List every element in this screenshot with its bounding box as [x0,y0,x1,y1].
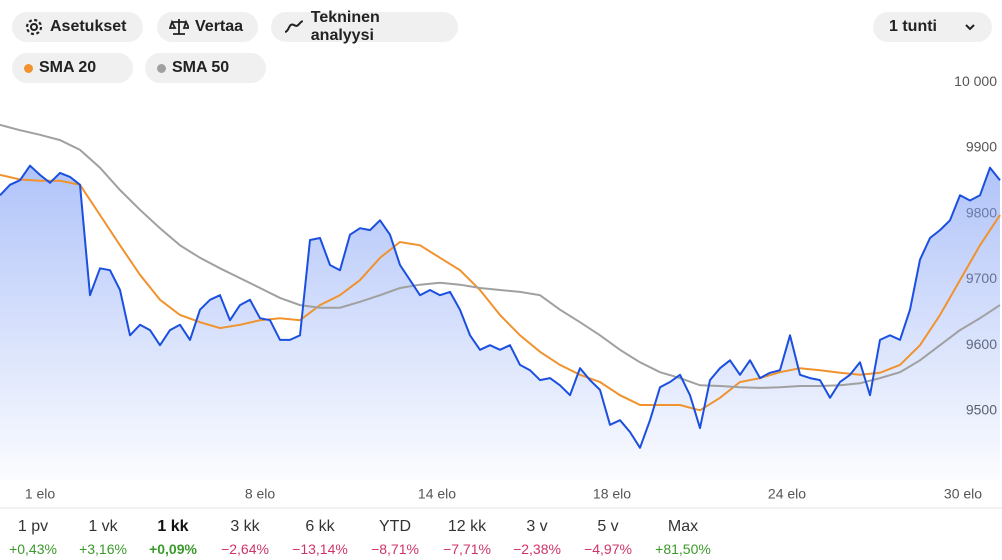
price-area [0,165,1000,480]
legend-label: SMA 20 [39,59,97,76]
period-label: YTD [379,518,411,535]
sma-line [0,173,1001,412]
legend-dot [157,63,166,73]
chevron-icon [965,24,975,31]
period-change: +81,50% [655,541,711,557]
interval-dropdown[interactable]: 1 tunti [873,12,992,42]
x-tick-label: 30 elo [944,486,982,502]
period-change: +3,16% [79,541,127,557]
settings-label: Asetukset [50,18,127,35]
y-tick-label: 9900 [966,139,997,155]
period-button[interactable]: 3 v −2,38% [497,518,577,557]
compare-label: Vertaa [195,18,244,35]
period-label: 1 kk [157,518,189,535]
period-button[interactable]: Max +81,50% [643,518,723,557]
period-label: Max [667,518,699,535]
period-label: 1 pv [17,518,49,535]
scale-icon [169,19,189,35]
period-label: 12 kk [447,518,487,535]
x-tick-label: 8 elo [245,486,276,502]
x-tick-label: 18 elo [593,486,631,502]
period-label: 3 kk [230,518,260,535]
period-label: 1 vk [88,518,118,535]
legend-chip[interactable]: SMA 50 [145,53,266,83]
period-change: −4,97% [584,541,632,557]
legend-label: SMA 50 [172,59,230,76]
wave-icon [284,20,304,33]
period-change: −2,64% [221,541,269,557]
period-button[interactable]: YTD −8,71% [355,518,435,557]
period-change: −2,38% [513,541,561,557]
compare-button[interactable]: Vertaa [157,12,258,42]
sma-line [0,123,1001,389]
period-change: −13,14% [292,541,348,557]
technical-label: Tekninen analyysi [310,9,380,44]
period-button[interactable]: 1 vk +3,16% [63,518,143,557]
period-button[interactable]: 6 kk −13,14% [280,518,360,557]
period-button[interactable]: 1 pv +0,43% [0,518,73,557]
interval-label: 1 tunti [889,18,937,35]
x-tick-label: 24 elo [768,486,806,502]
gear-icon [25,18,43,36]
period-button[interactable]: 5 v −4,97% [568,518,648,557]
legend-dot [24,63,33,73]
period-change: −8,71% [371,541,419,557]
period-button[interactable]: 3 kk −2,64% [205,518,285,557]
legend-chip[interactable]: SMA 20 [12,53,133,83]
period-change: +0,09% [149,541,197,557]
x-tick-label: 1 elo [25,486,56,502]
period-change: −7,71% [443,541,491,557]
period-button[interactable]: 12 kk −7,71% [427,518,507,557]
x-tick-label: 14 elo [418,486,456,502]
period-button[interactable]: 1 kk +0,09% [133,518,213,557]
period-label: 5 v [597,518,619,535]
y-tick-label: 10 000 [954,73,997,89]
price-line [0,164,1001,449]
period-label: 6 kk [305,518,335,535]
settings-button[interactable]: Asetukset [12,12,143,42]
period-change: +0,43% [9,541,57,557]
period-label: 3 v [526,518,548,535]
technical-button[interactable]: Tekninen analyysi [271,9,458,44]
